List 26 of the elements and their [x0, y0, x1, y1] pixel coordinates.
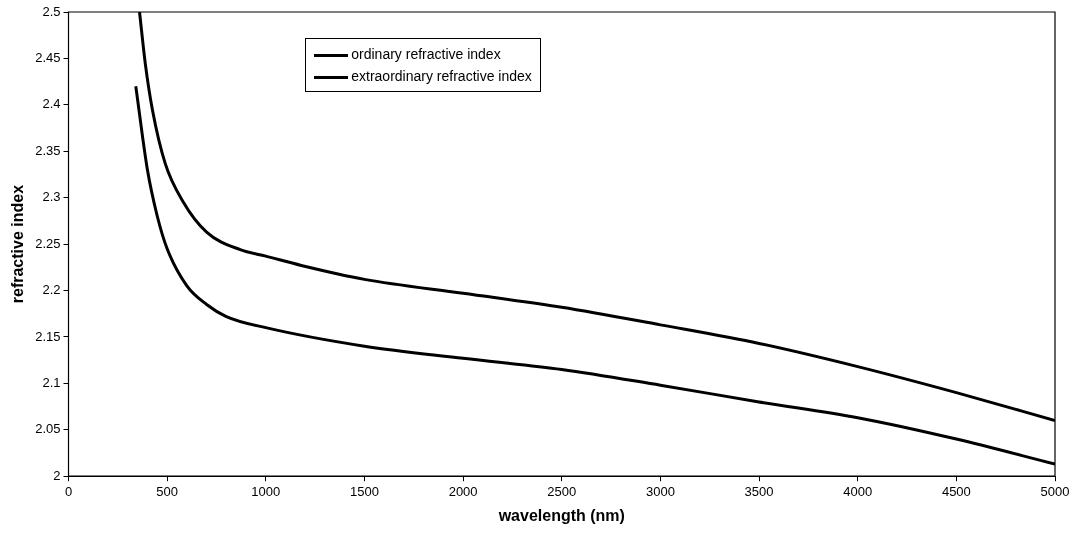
x-axis-title: wavelength (nm) — [497, 506, 625, 524]
y-tick-label: 2.4 — [42, 96, 61, 112]
legend-label: extraordinary refractive index — [351, 68, 532, 84]
x-tick-label: 0 — [64, 483, 73, 499]
x-tick-label: 500 — [156, 483, 178, 499]
x-tick-label: 5000 — [1040, 483, 1070, 499]
y-tick-label: 2 — [53, 467, 61, 483]
y-axis-title: refractive index — [9, 184, 27, 304]
x-tick-label: 1500 — [349, 483, 379, 499]
legend-label: ordinary refractive index — [351, 46, 501, 62]
y-tick-label: 2.45 — [35, 50, 61, 65]
x-tick-label: 1000 — [251, 483, 281, 499]
y-tick-label: 2.05 — [35, 421, 61, 437]
y-tick-label: 2.2 — [42, 282, 61, 298]
x-tick-label: 4500 — [941, 483, 971, 499]
y-tick-label: 2.15 — [35, 328, 61, 344]
x-tick-label: 4000 — [843, 483, 873, 499]
y-tick-label: 2.35 — [35, 142, 61, 158]
x-tick-label: 2000 — [448, 483, 478, 499]
y-tick-label: 2.25 — [35, 235, 61, 251]
y-tick-label: 2.1 — [42, 374, 61, 390]
y-tick-label: 2.5 — [42, 3, 61, 19]
y-tick-label: 2.3 — [42, 189, 61, 205]
x-tick-label: 3500 — [744, 483, 774, 499]
x-tick-label: 2500 — [547, 483, 577, 499]
x-tick-label: 3000 — [645, 483, 675, 499]
